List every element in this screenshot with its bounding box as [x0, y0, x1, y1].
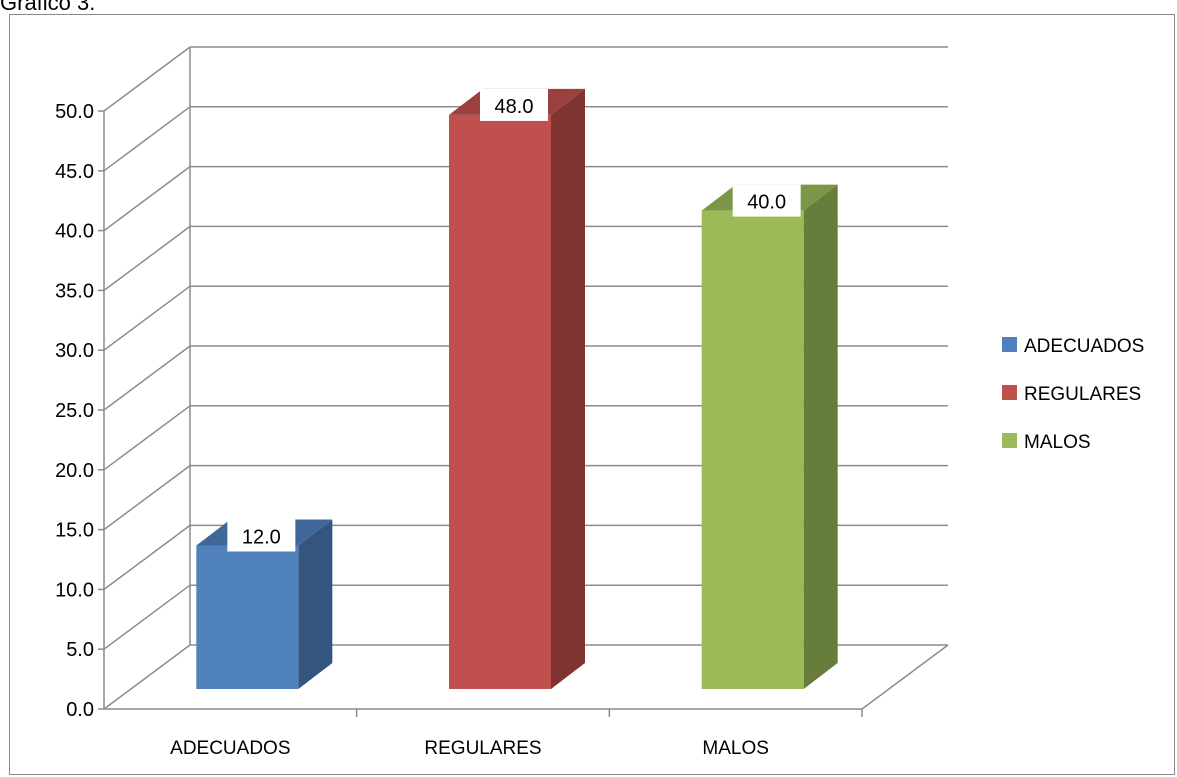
legend-swatch: [1002, 337, 1017, 352]
bar-side: [803, 184, 838, 689]
legend: ADECUADOS REGULARES MALOS: [1002, 336, 1144, 453]
gridline-depth: [103, 644, 191, 710]
legend-swatch: [1002, 385, 1017, 400]
data-label: 12.0: [242, 526, 281, 548]
y-tick-label: 25.0: [55, 400, 94, 422]
legend-swatch: [1002, 433, 1017, 448]
gridline-depth: [103, 106, 191, 172]
category-label: REGULARES: [424, 738, 541, 759]
gridline-depth: [103, 46, 191, 112]
data-label-box: [480, 88, 548, 121]
data-label-box: [732, 184, 801, 217]
data-label: 48.0: [495, 96, 534, 118]
y-tick-label: 0.0: [66, 699, 94, 721]
y-tick-label: 5.0: [66, 639, 94, 661]
legend-label: ADECUADOS: [1024, 336, 1144, 357]
data-label: 40.0: [747, 192, 786, 214]
gridline-depth: [103, 345, 191, 411]
bar-side: [298, 519, 333, 689]
gridline-depth: [103, 405, 191, 471]
chart-frame: [9, 14, 1175, 775]
y-tick-label: 50.0: [55, 101, 94, 123]
y-tick-label: 35.0: [55, 280, 94, 302]
bar-side: [551, 88, 585, 690]
floor-right-edge: [861, 644, 949, 710]
y-tick-label: 10.0: [55, 579, 94, 601]
legend-label: REGULARES: [1024, 384, 1141, 405]
bar-malos: 40.0: [701, 184, 838, 689]
gridline-depth: [103, 464, 191, 531]
y-tick-label: 40.0: [55, 221, 94, 243]
bar-front: [701, 210, 804, 689]
y-tick-label: 30.0: [55, 340, 94, 362]
y-tick-label: 15.0: [55, 520, 94, 542]
y-axis-ticks: 0.0 5.0 10.0 15.0 20.0 25.0 30.0 35.0 40.0 45.0 50…: [55, 101, 104, 721]
legend-label: MALOS: [1024, 432, 1091, 453]
gridline-depth: [103, 524, 191, 591]
gridline-depth: [103, 285, 191, 351]
bar-adecuados: 12.0: [196, 519, 333, 689]
gridline-depth: [103, 165, 191, 232]
y-tick-label: 45.0: [55, 161, 94, 183]
category-label: MALOS: [702, 738, 769, 759]
bar-front: [449, 114, 551, 690]
gridline-depth: [103, 584, 191, 650]
data-label-box: [227, 519, 296, 552]
bar-regulares: 48.0: [449, 88, 585, 690]
y-tick-label: 20.0: [55, 460, 94, 482]
bar-front: [196, 545, 299, 689]
chart-heading: Grafico 3.: [0, 0, 96, 15]
bars: 12.0 48.0 40.0: [196, 88, 838, 690]
category-label: ADECUADOS: [170, 738, 290, 759]
gridline-depth: [103, 225, 191, 292]
x-axis-categories: ADECUADOS REGULARES MALOS: [170, 709, 863, 759]
